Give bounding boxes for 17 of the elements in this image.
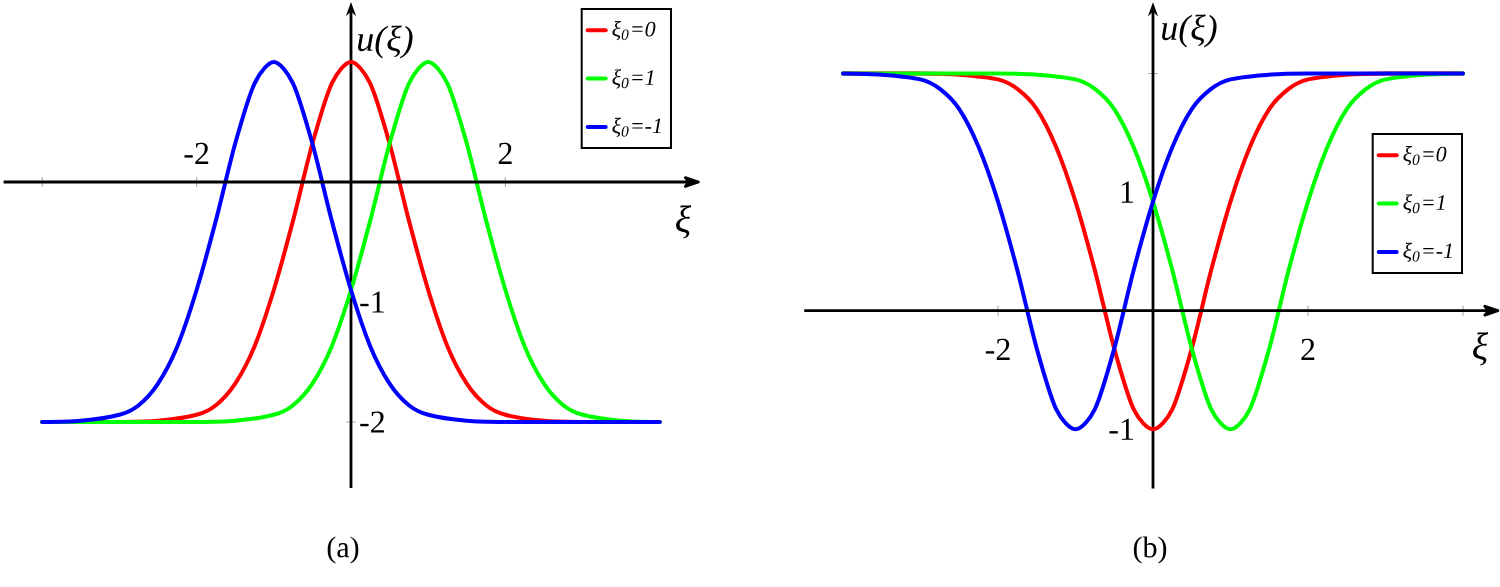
x-axis-title: ξ [1473, 332, 1489, 366]
text: (a) [327, 536, 359, 564]
x-tick-label: 2 [498, 142, 512, 164]
x-axis-title: ξ [676, 205, 692, 239]
legend-label: ξ$_{0}$=1 [1403, 194, 1445, 214]
y-tick-label: 1 [1121, 181, 1134, 203]
legend-label: ξ$_{0}$=-1 [612, 117, 661, 137]
legend-label: ξ$_{0}$=0 [612, 21, 656, 41]
y-tick-label: -1 [360, 291, 384, 313]
legend-label: ξ$_{0}$=1 [612, 69, 654, 89]
y-axis-title: u(ξ) [358, 25, 413, 59]
x-tick-label: 2 [1301, 338, 1315, 360]
text: (b) [1133, 536, 1167, 564]
y-axis-title: u(ξ) [1162, 14, 1217, 48]
legend-label: ξ$_{0}$=-1 [1403, 242, 1452, 262]
legend-label: ξ$_{0}$=0 [1403, 145, 1447, 166]
y-tick-label: -1 [1109, 418, 1134, 440]
